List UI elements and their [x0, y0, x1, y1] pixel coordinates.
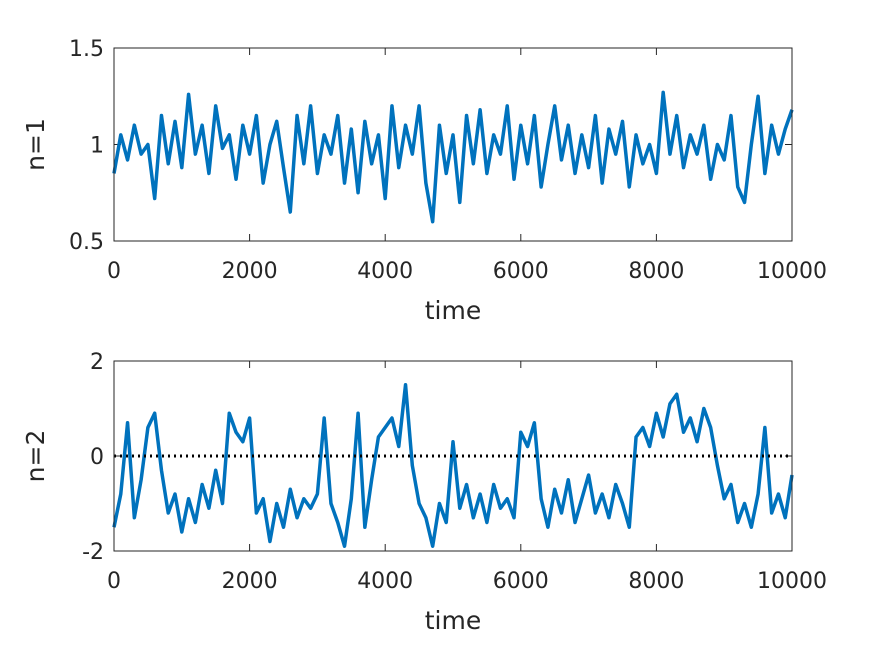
y-tick-label: 1.5	[69, 37, 104, 62]
y-axis-label: n=2	[21, 430, 50, 483]
x-tick-label: 0	[107, 569, 121, 594]
x-tick-label: 6000	[493, 259, 549, 284]
x-tick-label: 10000	[757, 259, 827, 284]
x-tick-label: 8000	[628, 569, 684, 594]
x-tick-label: 2000	[222, 259, 278, 284]
x-axis-label: time	[425, 296, 481, 325]
x-tick-label: 8000	[628, 259, 684, 284]
y-tick-label: 2	[90, 350, 104, 375]
x-tick-label: 4000	[357, 259, 413, 284]
x-axis-label: time	[425, 606, 481, 635]
x-tick-label: 10000	[757, 569, 827, 594]
axes-frame	[113, 47, 793, 242]
y-tick-label: 1	[90, 134, 104, 159]
y-axis-label: n=1	[21, 118, 50, 171]
x-tick-label: 2000	[222, 569, 278, 594]
x-tick-label: 6000	[493, 569, 549, 594]
y-tick-label: -2	[82, 540, 104, 565]
data-line	[112, 90, 794, 224]
axes-frame	[113, 360, 793, 552]
x-tick-label: 4000	[357, 569, 413, 594]
x-tick-label: 0	[107, 259, 121, 284]
y-tick-label: 0	[90, 445, 104, 470]
data-line	[112, 383, 794, 548]
y-tick-label: 0.5	[69, 230, 104, 255]
